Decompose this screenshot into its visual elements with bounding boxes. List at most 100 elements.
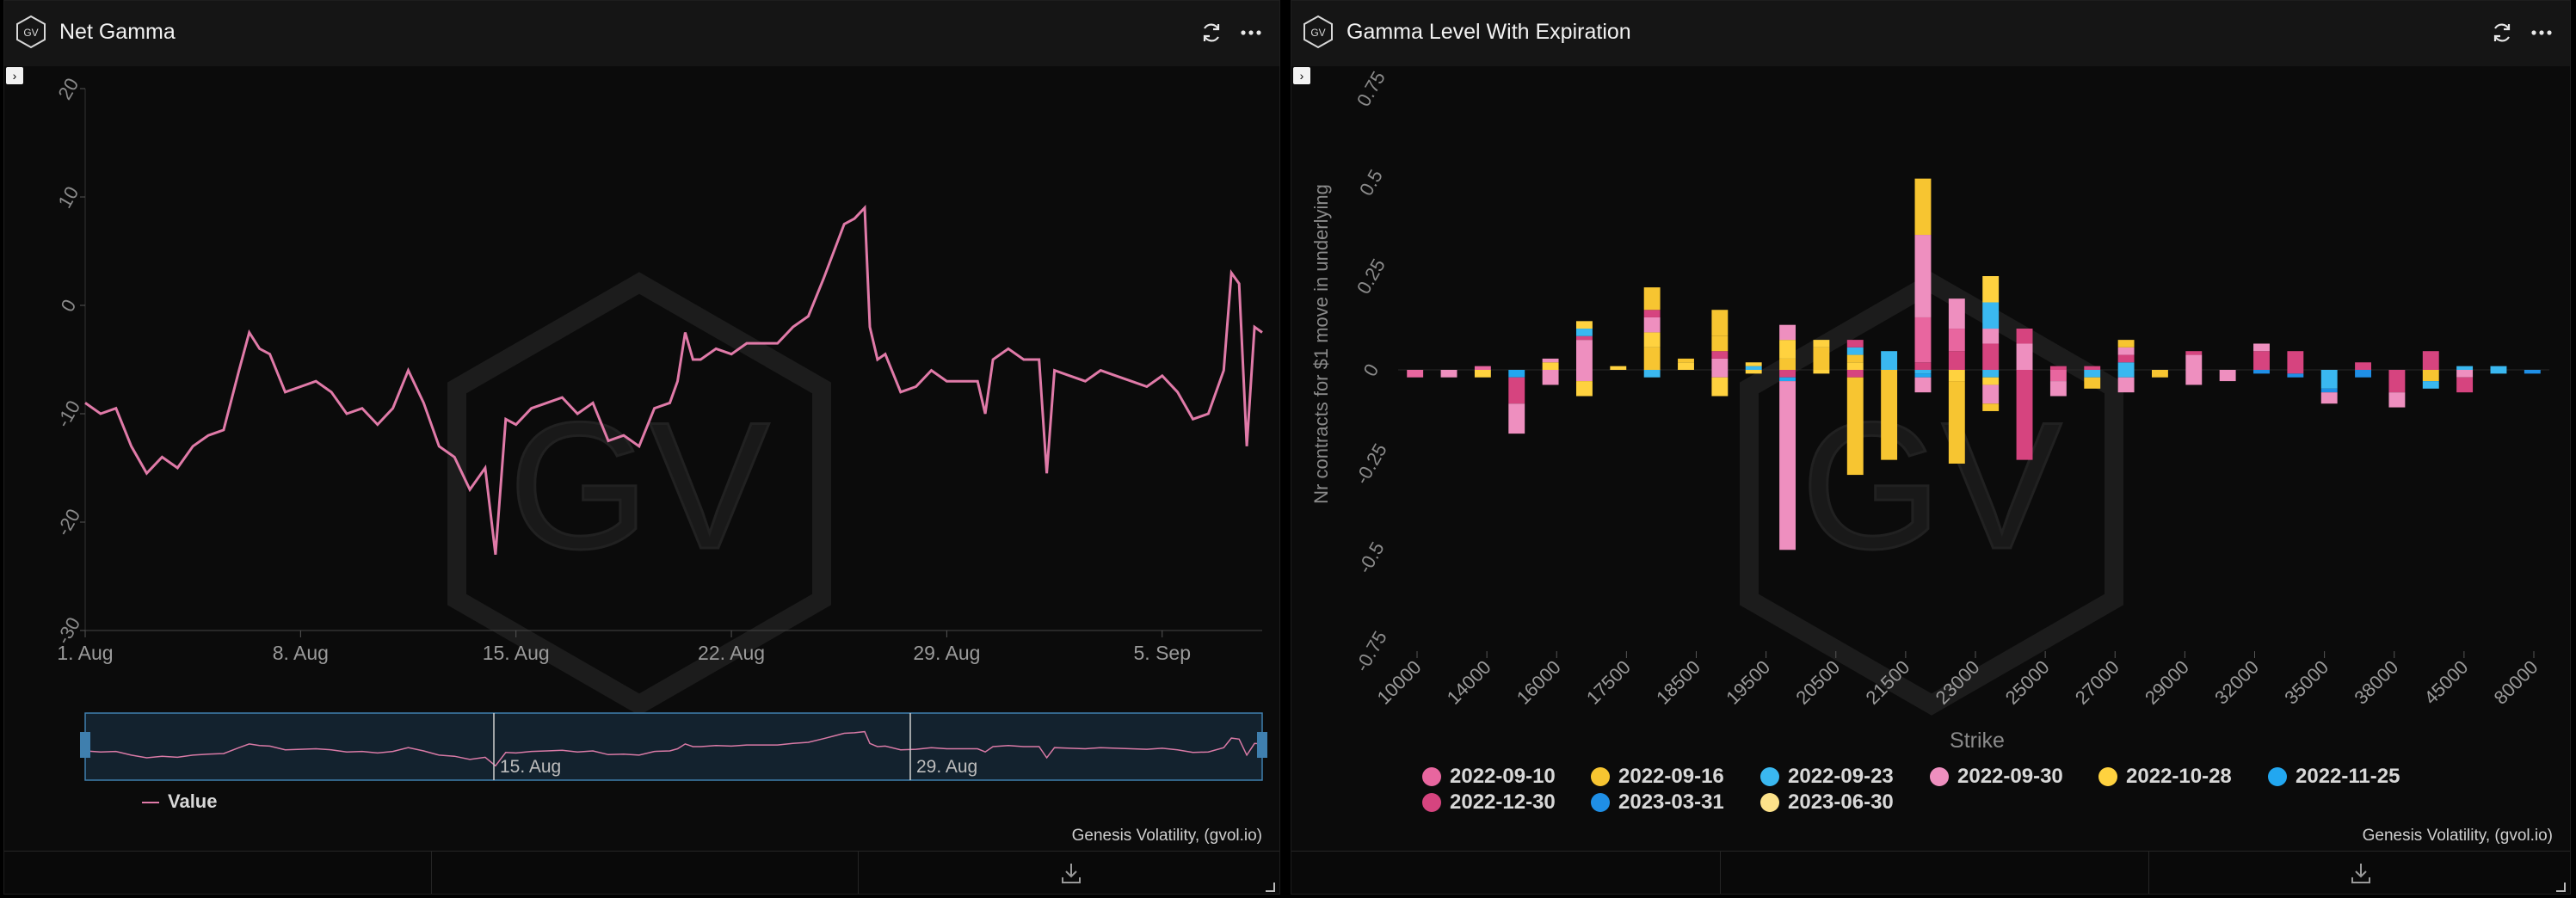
bar-segment[interactable] (1914, 370, 1932, 374)
bar-segment[interactable] (1948, 298, 1965, 329)
legend-item[interactable]: 2022-10-28 (2098, 765, 2232, 789)
more-dots-icon[interactable] (2529, 20, 2554, 46)
bar-segment[interactable] (2253, 343, 2270, 352)
bar-segment[interactable] (2185, 354, 2203, 370)
bar-segment[interactable] (1846, 354, 1864, 363)
bar-segment[interactable] (2253, 351, 2270, 370)
bar-segment[interactable] (1948, 370, 1965, 382)
bar-segment[interactable] (2016, 343, 2033, 370)
bar-segment[interactable] (1542, 370, 1559, 385)
legend-item[interactable]: 2023-06-30 (1760, 790, 1894, 815)
bar-segment[interactable] (1813, 347, 1830, 370)
bar-segment[interactable] (2320, 392, 2338, 404)
bar-segment[interactable] (1846, 370, 1864, 378)
bar-segment[interactable] (1407, 370, 1424, 378)
bar-segment[interactable] (1711, 310, 1729, 336)
bar-segment[interactable] (1643, 332, 1661, 348)
bar-segment[interactable] (1982, 276, 2000, 303)
download-icon[interactable] (1058, 860, 1084, 886)
expand-icon[interactable]: › (1293, 67, 1310, 84)
bar-segment[interactable] (2456, 366, 2474, 370)
bar-segment[interactable] (1745, 362, 1762, 366)
bar-segment[interactable] (2049, 370, 2067, 382)
bar-segment[interactable] (1678, 358, 1694, 363)
bar-segment[interactable] (1643, 370, 1661, 378)
bar-segment[interactable] (1881, 351, 1898, 370)
bar-segment[interactable] (2084, 377, 2101, 389)
bar-segment[interactable] (2422, 370, 2439, 382)
bar-segment[interactable] (2117, 362, 2135, 370)
bar-segment[interactable] (2049, 366, 2067, 370)
bar-segment[interactable] (1643, 310, 1661, 317)
bar-segment[interactable] (1575, 381, 1593, 397)
bar-segment[interactable] (1982, 343, 2000, 370)
bar-segment[interactable] (2320, 388, 2338, 393)
bar-segment[interactable] (2049, 381, 2067, 397)
expand-icon[interactable]: › (6, 67, 23, 84)
bar-segment[interactable] (2456, 377, 2474, 393)
more-dots-icon[interactable] (1238, 20, 1264, 46)
bar-segment[interactable] (1813, 370, 1830, 374)
bar-segment[interactable] (2117, 354, 2135, 363)
bar-segment[interactable] (2355, 370, 2372, 378)
bar-segment[interactable] (1508, 403, 1525, 434)
bar-segment[interactable] (1779, 377, 1796, 382)
bar-segment[interactable] (1643, 347, 1661, 370)
bar-segment[interactable] (1982, 403, 2000, 411)
navigator-left-handle[interactable] (80, 732, 90, 758)
bar-segment[interactable] (1846, 362, 1864, 370)
bar-segment[interactable] (1982, 302, 2000, 329)
bar-segment[interactable] (2084, 370, 2101, 378)
bar-segment[interactable] (1914, 377, 1932, 393)
bar-segment[interactable] (2287, 373, 2304, 378)
bar-segment[interactable] (1542, 358, 1559, 363)
bar-segment[interactable] (1575, 340, 1593, 370)
bar-segment[interactable] (1779, 381, 1796, 550)
bar-segment[interactable] (2084, 366, 2101, 370)
refresh-icon[interactable] (1199, 20, 1224, 46)
bar-segment[interactable] (2117, 340, 2135, 348)
bar-segment[interactable] (2016, 329, 2033, 344)
bar-segment[interactable] (1982, 329, 2000, 344)
bar-segment[interactable] (1948, 351, 1965, 370)
bar-segment[interactable] (2287, 370, 2304, 374)
resize-grip-icon[interactable] (1264, 881, 1276, 893)
bar-segment[interactable] (1711, 351, 1729, 359)
bar-segment[interactable] (1575, 329, 1593, 336)
bar-segment[interactable] (2490, 366, 2507, 370)
bar-segment[interactable] (1711, 358, 1729, 370)
bar-segment[interactable] (1813, 340, 1830, 348)
bar-segment[interactable] (1711, 377, 1729, 397)
bar-segment[interactable] (1643, 317, 1661, 333)
bar-segment[interactable] (2490, 370, 2507, 374)
bar-segment[interactable] (1846, 347, 1864, 355)
bar-segment[interactable] (1779, 370, 1796, 378)
bar-segment[interactable] (1779, 324, 1796, 341)
legend-item[interactable]: Value (142, 790, 217, 813)
legend-item[interactable]: 2022-09-30 (1930, 765, 2063, 789)
bar-segment[interactable] (1643, 287, 1661, 311)
bar-segment[interactable] (2524, 370, 2541, 374)
bar-segment[interactable] (1948, 381, 1965, 464)
resize-grip-icon[interactable] (2554, 881, 2567, 893)
bar-segment[interactable] (1678, 362, 1694, 370)
legend-item[interactable]: 2022-12-30 (1422, 790, 1556, 815)
bar-segment[interactable] (1508, 370, 1525, 378)
bar-segment[interactable] (1474, 370, 1491, 378)
bar-segment[interactable] (2185, 370, 2203, 385)
bar-segment[interactable] (1982, 377, 2000, 385)
legend-item[interactable]: 2022-09-23 (1760, 765, 1894, 789)
bar-segment[interactable] (2016, 370, 2033, 460)
download-icon[interactable] (2348, 860, 2374, 886)
bar-segment[interactable] (1982, 370, 2000, 378)
bar-segment[interactable] (1914, 235, 1932, 317)
bar-segment[interactable] (2388, 392, 2406, 408)
bar-segment[interactable] (2185, 351, 2203, 355)
bar-segment[interactable] (1914, 178, 1932, 236)
legend-item[interactable]: 2022-09-10 (1422, 765, 1556, 789)
legend-item[interactable]: 2023-03-31 (1591, 790, 1724, 815)
bar-segment[interactable] (2287, 351, 2304, 370)
bar-segment[interactable] (2422, 351, 2439, 370)
bar-segment[interactable] (1575, 321, 1593, 329)
bar-segment[interactable] (1745, 370, 1762, 374)
